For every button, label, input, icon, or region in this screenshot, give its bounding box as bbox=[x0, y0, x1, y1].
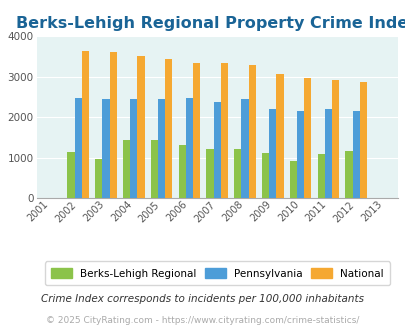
Bar bbox=[289, 161, 296, 198]
Bar bbox=[241, 99, 248, 198]
Bar bbox=[123, 140, 130, 198]
Text: © 2025 CityRating.com - https://www.cityrating.com/crime-statistics/: © 2025 CityRating.com - https://www.city… bbox=[46, 316, 359, 325]
Title: Berks-Lehigh Regional Property Crime Index: Berks-Lehigh Regional Property Crime Ind… bbox=[16, 16, 405, 31]
Bar bbox=[261, 153, 269, 198]
Bar bbox=[192, 63, 200, 198]
Bar bbox=[102, 99, 109, 198]
Bar bbox=[324, 109, 331, 198]
Bar bbox=[206, 149, 213, 198]
Bar bbox=[130, 99, 137, 198]
Bar bbox=[303, 78, 311, 198]
Bar bbox=[234, 149, 241, 198]
Bar bbox=[67, 152, 75, 198]
Bar bbox=[82, 51, 89, 198]
Bar bbox=[345, 151, 352, 198]
Bar bbox=[185, 98, 192, 198]
Bar bbox=[137, 56, 144, 198]
Bar bbox=[296, 111, 303, 198]
Bar bbox=[109, 52, 117, 198]
Bar bbox=[248, 65, 255, 198]
Bar bbox=[150, 140, 158, 198]
Bar bbox=[178, 145, 185, 198]
Bar bbox=[158, 99, 165, 198]
Bar bbox=[352, 111, 359, 198]
Bar bbox=[269, 109, 276, 198]
Bar bbox=[331, 80, 339, 198]
Bar bbox=[317, 154, 324, 198]
Bar bbox=[276, 74, 283, 198]
Bar bbox=[359, 82, 366, 198]
Bar bbox=[220, 63, 228, 198]
Bar bbox=[95, 159, 102, 198]
Bar bbox=[213, 102, 220, 198]
Bar bbox=[75, 98, 82, 198]
Legend: Berks-Lehigh Regional, Pennsylvania, National: Berks-Lehigh Regional, Pennsylvania, Nat… bbox=[45, 261, 389, 285]
Text: Crime Index corresponds to incidents per 100,000 inhabitants: Crime Index corresponds to incidents per… bbox=[41, 294, 364, 304]
Bar bbox=[165, 59, 172, 198]
